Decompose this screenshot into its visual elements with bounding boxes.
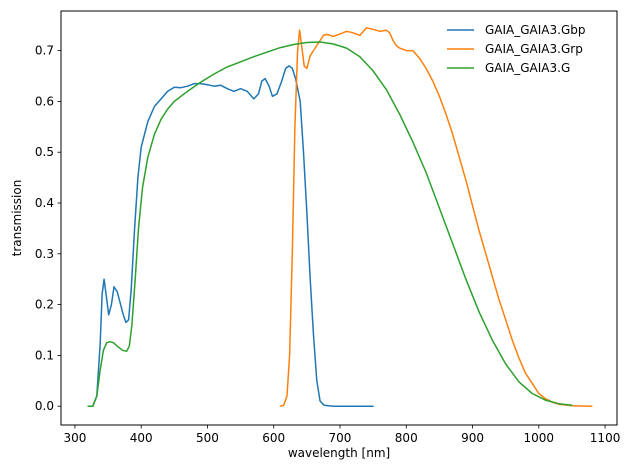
x-tick-label: 600 xyxy=(262,431,285,445)
x-tick-label: 700 xyxy=(329,431,352,445)
x-axis-label: wavelength [nm] xyxy=(288,446,390,460)
y-tick-label: 0.1 xyxy=(35,348,54,362)
x-tick-label: 1100 xyxy=(590,431,621,445)
y-axis-label: transmission xyxy=(10,180,24,257)
legend: GAIA_GAIA3.Gbp GAIA_GAIA3.Grp GAIA_GAIA3.G xyxy=(447,23,586,75)
legend-label-2: GAIA_GAIA3.G xyxy=(485,61,570,75)
x-tick-label: 800 xyxy=(395,431,418,445)
plot-frame xyxy=(60,10,618,426)
x-tick-label: 900 xyxy=(461,431,484,445)
series-line-1 xyxy=(279,27,593,407)
legend-label-1: GAIA_GAIA3.Grp xyxy=(485,42,583,56)
x-tick-label: 300 xyxy=(63,431,86,445)
series-layer xyxy=(87,27,593,407)
y-tick-label: 0.3 xyxy=(35,247,54,261)
y-axis: 0.0 0.1 0.2 0.3 0.4 0.5 0.6 0.7 xyxy=(35,44,61,413)
y-tick-label: 0.2 xyxy=(35,298,54,312)
x-tick-label: 500 xyxy=(196,431,219,445)
y-tick-label: 0.5 xyxy=(35,145,54,159)
y-tick-label: 0.0 xyxy=(35,399,54,413)
x-tick-label: 1000 xyxy=(524,431,555,445)
series-line-2 xyxy=(87,41,573,407)
x-tick-label: 400 xyxy=(130,431,153,445)
y-tick-label: 0.4 xyxy=(35,196,54,210)
y-tick-label: 0.7 xyxy=(35,44,54,58)
series-line-0 xyxy=(87,65,374,407)
legend-label-0: GAIA_GAIA3.Gbp xyxy=(485,23,586,37)
y-tick-label: 0.6 xyxy=(35,94,54,108)
x-axis: 300 400 500 600 700 800 900 1000 1100 xyxy=(63,425,620,445)
